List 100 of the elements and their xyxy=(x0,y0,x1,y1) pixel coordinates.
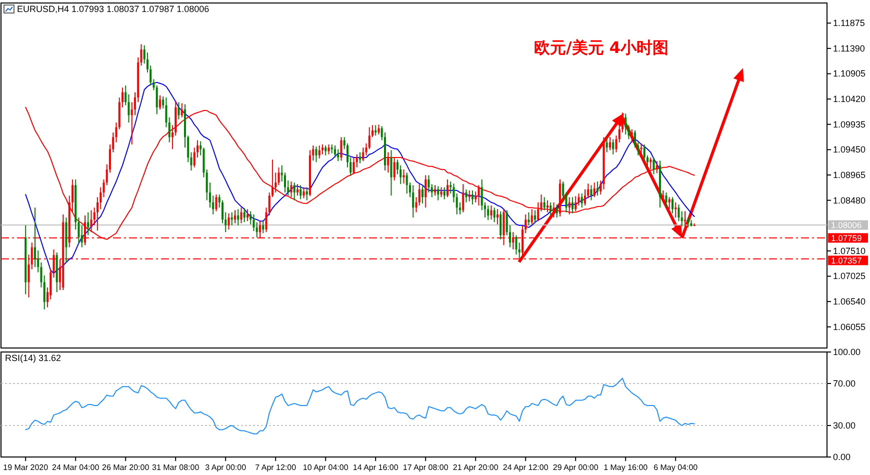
y-tick-label: 0.00 xyxy=(833,452,851,462)
candlestick xyxy=(362,147,364,162)
candlestick xyxy=(543,196,546,211)
y-tick-label: 1.06540 xyxy=(833,296,866,307)
candlestick xyxy=(315,146,318,163)
candlestick xyxy=(528,212,530,226)
candlestick xyxy=(168,116,170,143)
candlestick xyxy=(246,208,248,222)
candlestick xyxy=(656,160,658,174)
x-tick-label: 29 Apr 00:00 xyxy=(552,463,599,472)
candlestick xyxy=(574,196,577,212)
candlestick xyxy=(437,186,440,201)
y-tick-label: 1.08480 xyxy=(833,195,866,206)
candlestick xyxy=(606,136,608,153)
x-tick-label: 24 Mar 04:00 xyxy=(52,463,100,472)
candlestick xyxy=(568,196,570,215)
y-tick-label: 1.10420 xyxy=(833,94,866,104)
candlestick xyxy=(515,234,518,256)
candlestick xyxy=(640,142,642,155)
candlestick xyxy=(500,210,502,240)
candlestick xyxy=(158,94,161,110)
candlestick xyxy=(593,182,596,198)
candlestick xyxy=(665,192,668,208)
candlestick xyxy=(356,154,358,168)
ref-line-label: 1.07759 xyxy=(831,232,862,243)
candlestick xyxy=(487,205,490,221)
chart-title: EURUSD,H4 1.07993 1.08037 1.07987 1.08006 xyxy=(17,4,210,14)
candlestick xyxy=(624,113,627,136)
candlestick xyxy=(608,136,611,151)
candlestick xyxy=(412,184,414,218)
candlestick xyxy=(530,208,533,225)
candlestick xyxy=(428,174,430,193)
candlestick xyxy=(230,212,233,226)
candlestick xyxy=(252,214,255,232)
candlestick xyxy=(328,144,330,155)
candlestick xyxy=(256,222,258,238)
candlestick xyxy=(446,178,448,198)
candlestick xyxy=(443,186,446,200)
candlestick xyxy=(518,242,520,259)
candlestick xyxy=(293,182,296,201)
candlestick xyxy=(43,274,46,310)
candlestick xyxy=(358,152,361,164)
x-tick-label: 6 May 04:00 xyxy=(654,463,698,472)
candlestick xyxy=(321,144,324,155)
candlestick xyxy=(300,184,302,200)
candlestick xyxy=(228,212,230,230)
candlestick xyxy=(178,102,180,120)
candlestick xyxy=(496,208,498,225)
candlestick xyxy=(296,184,298,196)
candlestick xyxy=(180,102,183,118)
candlestick xyxy=(215,194,218,212)
y-tick-label: 1.06055 xyxy=(833,322,866,332)
y-tick-label: 30.00 xyxy=(833,420,856,430)
x-tick-label: 31 Mar 08:00 xyxy=(152,463,200,472)
x-tick-label: 7 Apr 12:00 xyxy=(255,463,297,472)
candlestick xyxy=(402,169,405,184)
candlestick xyxy=(406,172,408,194)
candlestick xyxy=(678,204,680,222)
candlestick xyxy=(684,210,686,228)
candlestick xyxy=(687,217,690,228)
candlestick xyxy=(456,193,458,215)
candlestick xyxy=(318,144,320,160)
x-tick-label: 3 Apr 00:00 xyxy=(205,463,247,472)
ref-line-label: 1.07357 xyxy=(831,255,862,266)
candlestick xyxy=(324,144,327,156)
candlestick xyxy=(424,174,427,208)
x-tick-label: 21 Apr 20:00 xyxy=(452,463,499,472)
candlestick xyxy=(390,150,392,196)
candlestick xyxy=(415,196,418,213)
ref-line-label: 1.08006 xyxy=(831,220,862,230)
y-tick-label: 1.08965 xyxy=(833,170,866,180)
y-tick-label: 1.10905 xyxy=(833,68,866,79)
candlestick xyxy=(546,200,548,213)
candlestick xyxy=(471,190,474,205)
candlestick xyxy=(671,196,674,214)
y-tick-label: 1.09450 xyxy=(833,144,866,155)
candlestick xyxy=(337,148,340,162)
y-tick-label: 70.00 xyxy=(833,378,856,388)
x-tick-label: 19 Mar 2020 xyxy=(3,463,49,472)
y-tick-label: 1.07510 xyxy=(833,246,866,256)
candlestick xyxy=(680,210,683,227)
candlestick xyxy=(662,190,664,203)
candlestick xyxy=(334,144,336,158)
candlestick xyxy=(421,186,424,204)
candlestick xyxy=(571,196,574,214)
candlestick xyxy=(387,152,390,174)
candlestick xyxy=(290,181,292,198)
candlestick xyxy=(668,196,670,210)
candlestick xyxy=(615,135,618,153)
candlestick xyxy=(306,186,308,201)
candlestick xyxy=(302,186,305,199)
candlestick xyxy=(418,184,420,206)
candlestick xyxy=(493,207,496,223)
x-tick-label: 1 May 16:00 xyxy=(604,463,648,472)
candlestick xyxy=(378,124,380,136)
candlestick xyxy=(352,156,355,175)
candlestick xyxy=(550,202,552,216)
candlestick xyxy=(240,207,242,224)
candlestick xyxy=(340,136,342,162)
candlestick xyxy=(674,202,677,218)
